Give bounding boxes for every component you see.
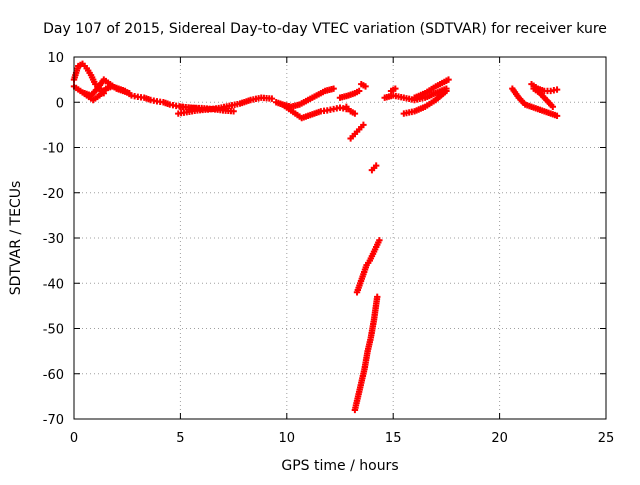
y-tick-label: 0 — [56, 96, 64, 111]
y-tick-label: -40 — [43, 277, 64, 292]
data-series — [411, 76, 452, 101]
data-point — [230, 108, 237, 115]
data-point — [351, 110, 359, 117]
data-series — [509, 85, 561, 120]
y-tick-label: 10 — [47, 51, 64, 66]
data-point — [553, 112, 561, 120]
data-series — [353, 237, 383, 296]
x-tick-label: 5 — [176, 431, 184, 446]
data-point — [443, 87, 450, 95]
y-tick-label: -60 — [43, 368, 64, 383]
y-tick-label: -50 — [43, 323, 64, 338]
data-point — [372, 162, 380, 169]
x-tick-label: 0 — [70, 431, 78, 446]
chart-title: Day 107 of 2015, Sidereal Day-to-day VTE… — [43, 21, 607, 37]
data-point — [330, 85, 337, 92]
data-series — [368, 162, 380, 174]
data-series — [177, 103, 237, 115]
data-series — [387, 85, 399, 95]
data-series — [279, 85, 337, 110]
x-tick-label: 15 — [385, 431, 402, 446]
data-point — [376, 237, 383, 244]
x-tick-label: 10 — [279, 431, 296, 446]
data-point — [445, 76, 452, 83]
data-points — [70, 60, 561, 414]
data-series — [343, 103, 359, 117]
axis-ticks: 0 5 10 15 20 25 10 0 -10 -20 -30 -40 -50 -60 -70 — [43, 51, 615, 446]
y-axis-label: SDTVAR / TECUs — [8, 181, 24, 296]
y-tick-label: -20 — [43, 187, 64, 202]
x-axis-label: GPS time / hours — [281, 458, 398, 474]
data-series — [351, 293, 381, 414]
grid — [74, 57, 606, 419]
x-tick-label: 20 — [491, 431, 508, 446]
data-point — [549, 103, 556, 110]
y-tick-label: -10 — [43, 142, 64, 157]
data-series — [530, 85, 556, 110]
data-series — [400, 87, 450, 117]
data-series — [175, 94, 276, 117]
data-series — [358, 80, 369, 90]
data-point — [374, 293, 381, 301]
data-point — [392, 85, 399, 92]
data-series — [347, 121, 367, 142]
data-point — [553, 86, 561, 93]
x-tick-label: 25 — [598, 431, 615, 446]
y-tick-label: -30 — [43, 232, 64, 247]
data-series — [81, 76, 133, 99]
data-point — [268, 95, 276, 102]
y-tick-label: -70 — [43, 413, 64, 428]
data-point — [126, 90, 133, 97]
data-point — [355, 87, 363, 95]
data-series — [336, 87, 363, 101]
data-point — [360, 121, 367, 129]
data-point — [362, 83, 369, 90]
